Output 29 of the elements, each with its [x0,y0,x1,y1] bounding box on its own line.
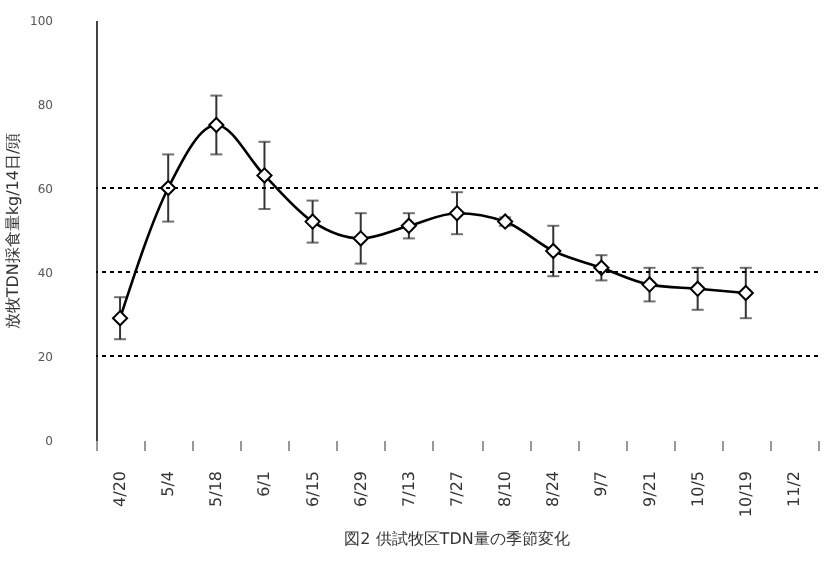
x-tick-label: 6/15 [303,471,322,507]
x-tick-label: 7/13 [399,471,418,507]
x-tick-label: 7/27 [448,471,466,507]
x-tick-label: 11/2 [784,471,803,507]
point [400,217,417,234]
x-tick-label: 9/21 [640,471,659,507]
point [208,116,225,134]
point [689,280,706,297]
point [545,242,562,260]
caption: 図2 供試牧区TDN量の季節変化 [344,530,570,549]
point [593,259,610,276]
x-tick-label: 6/1 [255,471,274,497]
point [641,276,658,293]
x-tick-label: 8/24 [544,471,563,507]
point [256,167,273,184]
x-tick-label: 5/18 [207,471,226,507]
point [737,284,754,302]
x-tick-label: 8/10 [496,471,515,507]
x-tick-label: 10/5 [688,471,707,507]
x-tick-label: 4/20 [111,471,130,507]
point [448,205,466,222]
y-axis-title: 放牧TDN採食量kg/14日/頭 [4,132,23,330]
x-tick-label: 5/4 [159,471,178,497]
point [352,230,369,247]
x-tick-label: 9/7 [592,471,611,497]
x-tick-label: 10/19 [736,471,755,518]
point [111,310,129,327]
point [304,213,321,230]
x-tick-label: 6/29 [351,471,370,507]
